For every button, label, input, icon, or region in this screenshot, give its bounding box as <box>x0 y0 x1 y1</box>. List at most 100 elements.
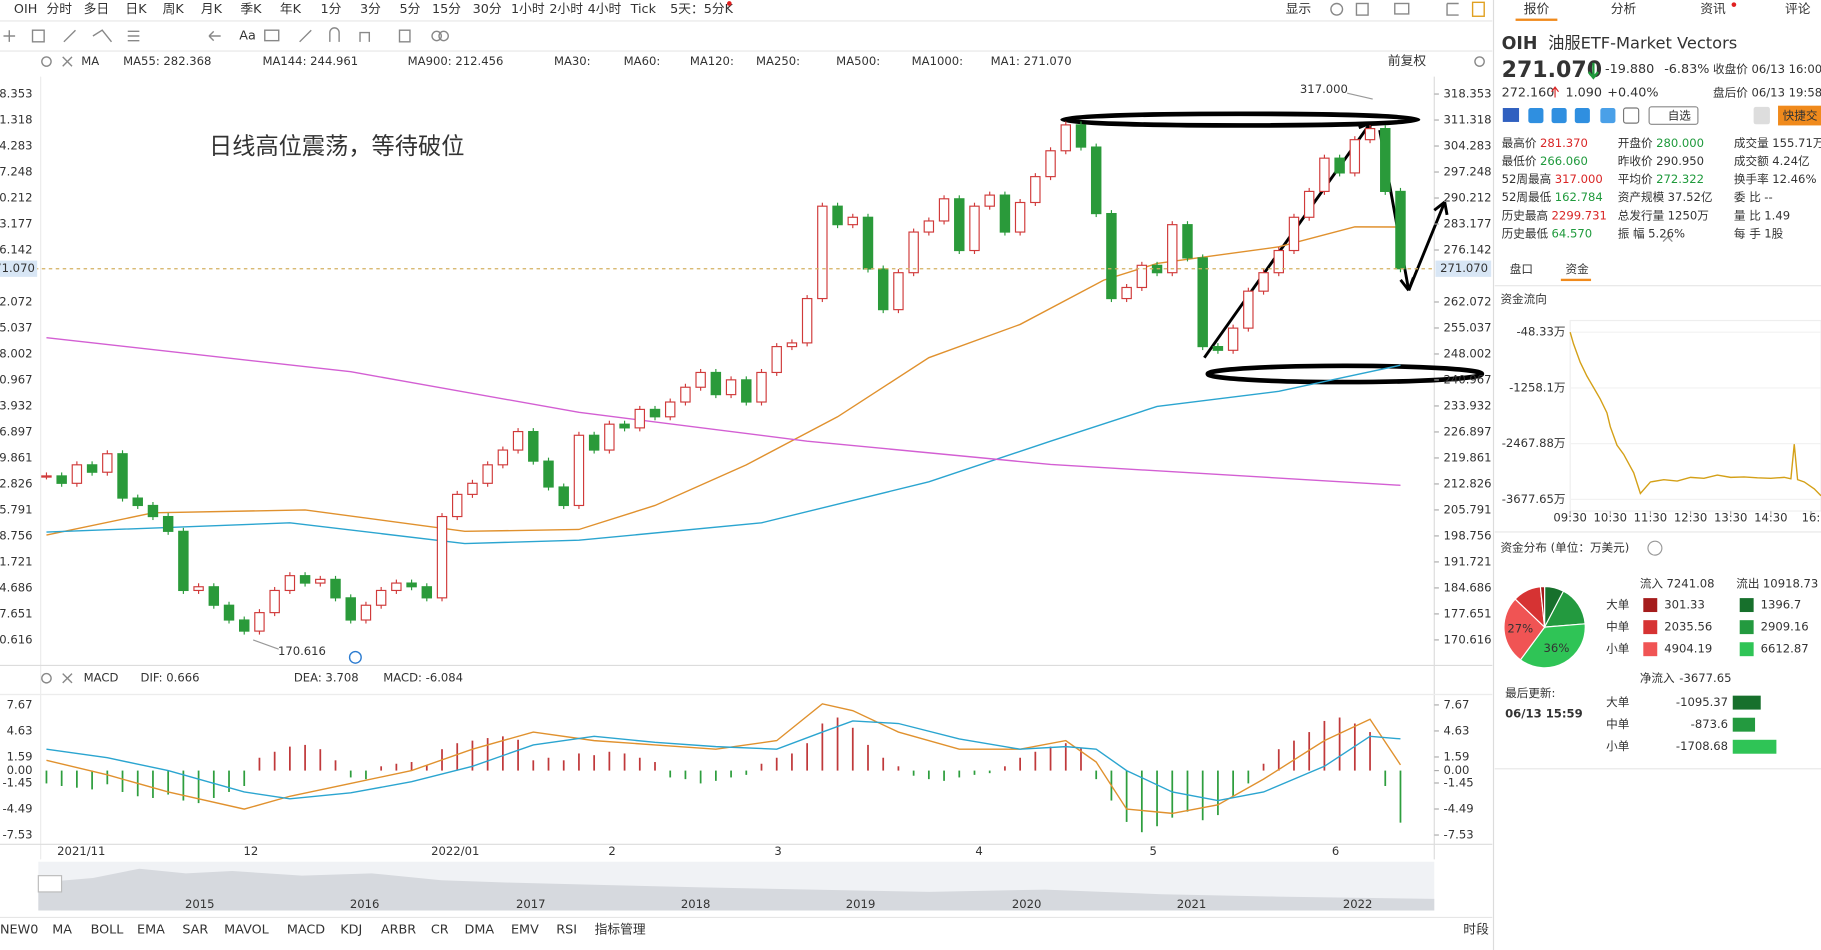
ma-legend-item[interactable]: MA250: <box>756 54 800 68</box>
candle <box>1045 150 1056 178</box>
note-tool[interactable] <box>264 29 280 42</box>
period-tab[interactable]: 月K <box>201 2 223 17</box>
period-tab[interactable]: 分时 <box>46 2 72 17</box>
ma-legend-item[interactable]: MA1000: <box>912 54 963 68</box>
icon[interactable] <box>1528 108 1544 124</box>
net-row-value: -1708.68 <box>1676 739 1728 753</box>
settings-icon[interactable] <box>41 56 52 67</box>
period-tab[interactable]: 2小时 <box>549 2 583 17</box>
collapse-icon[interactable] <box>1662 236 1673 242</box>
misc-tools[interactable] <box>299 27 371 43</box>
indicator-tab[interactable]: BOLL <box>91 923 125 938</box>
period-tab[interactable]: 3分 <box>360 2 381 17</box>
settings-icon[interactable] <box>1330 2 1344 16</box>
text-tool[interactable]: Aa <box>239 29 256 44</box>
macd-legend-item[interactable]: DIF: 0.666 <box>141 671 200 685</box>
arrow-tool[interactable] <box>208 30 221 42</box>
period-tab[interactable]: 5天：5分K <box>670 2 734 17</box>
trade-button[interactable] <box>1778 105 1821 126</box>
period-tab[interactable]: 季K <box>240 2 262 17</box>
indicator-tab[interactable]: DMA <box>465 923 495 938</box>
panel-tab[interactable]: 分析 <box>1611 2 1637 17</box>
sub-tab[interactable]: 盘口 <box>1510 262 1533 276</box>
candle <box>41 475 52 478</box>
help-icon[interactable] <box>1647 540 1663 556</box>
indicator-tab[interactable]: EMA <box>137 923 165 938</box>
ma-legend-item[interactable]: MA144: 244.961 <box>262 54 358 68</box>
macd-legend-item[interactable]: DEA: 3.708 <box>294 671 359 685</box>
ma-legend-item[interactable]: MA1: 271.070 <box>991 54 1072 68</box>
indicator-tab[interactable]: EMV <box>511 923 539 938</box>
indicator-tab[interactable]: CR <box>431 923 449 938</box>
period-tab[interactable]: 15分 <box>432 2 461 17</box>
macd-legend-item[interactable]: MACD: -6.084 <box>383 671 463 685</box>
period-tab[interactable]: 周K <box>163 2 185 17</box>
panel-tab[interactable]: 资讯 <box>1700 2 1726 17</box>
period-tab[interactable]: 30分 <box>473 2 502 17</box>
trade-label[interactable]: 快捷交 <box>1783 109 1818 123</box>
ma-legend-item[interactable]: MA500: <box>836 54 880 68</box>
rect-tool[interactable] <box>31 29 45 43</box>
candle <box>634 408 646 429</box>
fund-out: 1396.7 <box>1761 598 1802 612</box>
candle <box>162 515 174 532</box>
period-tab[interactable]: 4小时 <box>588 2 622 17</box>
checkbox[interactable] <box>1355 2 1369 16</box>
delete-tool[interactable] <box>398 29 411 43</box>
ma-legend-item[interactable]: MA60: <box>624 54 661 68</box>
event-icon[interactable] <box>348 650 362 664</box>
panel-tab[interactable]: 报价 <box>1524 2 1550 17</box>
panel-tab[interactable]: 评论 <box>1785 2 1811 17</box>
bell-icon[interactable] <box>1753 106 1770 125</box>
icon[interactable] <box>1551 108 1567 124</box>
y-tick-label: -3677.65万 <box>1502 492 1566 506</box>
wave-tool[interactable] <box>92 29 113 43</box>
close-icon[interactable] <box>62 56 73 684</box>
icon[interactable] <box>1600 108 1616 124</box>
candle <box>1121 286 1132 300</box>
line-tool[interactable] <box>63 29 76 43</box>
ma-legend-item[interactable]: MA55: 282.368 <box>123 54 211 68</box>
ma-legend-item[interactable]: MA900: 212.456 <box>408 54 504 68</box>
cross-tool[interactable] <box>3 30 16 42</box>
indicator-tab[interactable]: MAVOL <box>224 923 269 938</box>
period-tab[interactable]: 1小时 <box>511 2 545 17</box>
settings-icon[interactable] <box>41 672 52 684</box>
bookmark-icon[interactable] <box>1471 1 1485 17</box>
watch-button[interactable] <box>1648 106 1699 125</box>
period-tab[interactable]: 5分 <box>400 2 421 17</box>
indicator-tab[interactable]: MACD <box>287 923 325 938</box>
period-tab[interactable]: 日K <box>125 2 147 17</box>
session-button[interactable]: 时段 <box>1463 923 1489 938</box>
period-tab[interactable]: 多日 <box>84 2 110 17</box>
fib-tool[interactable] <box>127 30 140 42</box>
ma-legend-item[interactable]: MA30: <box>554 54 591 68</box>
period-tab[interactable]: Tick <box>630 2 657 17</box>
period-tab[interactable]: 1分 <box>321 2 342 17</box>
drawing-tools[interactable] <box>3 1 1485 684</box>
navigator-handle[interactable] <box>37 875 63 893</box>
icon[interactable] <box>1574 108 1590 124</box>
y-tick-label: 233.932 <box>0 398 33 412</box>
fullscreen-icon[interactable] <box>1446 2 1459 16</box>
indicator-tab[interactable]: KDJ <box>340 923 362 938</box>
watch-label[interactable]: 自选 <box>1668 109 1692 123</box>
indicator-tab[interactable]: MA <box>52 923 72 938</box>
sub-tab[interactable]: 资金 <box>1566 262 1590 276</box>
indicator-tab[interactable]: ARBR <box>381 923 416 938</box>
indicator-tab[interactable]: 指标管理 <box>595 923 646 938</box>
indicator-tab[interactable]: SAR <box>182 923 208 938</box>
panel-icons[interactable] <box>1502 105 1821 556</box>
adjust-mode[interactable]: 前复权 <box>1388 53 1427 69</box>
indicator-tab[interactable]: NEW0 <box>0 923 38 938</box>
display-menu[interactable]: 显示 <box>1286 2 1312 17</box>
indicator-tab[interactable]: RSI <box>556 923 577 938</box>
ma-legend-item[interactable]: MA120: <box>690 54 734 68</box>
x-tick-label: 09:30 <box>1553 510 1586 524</box>
period-tab[interactable]: 年K <box>280 2 302 17</box>
symbol[interactable]: OIH <box>14 2 37 17</box>
flag-icon[interactable] <box>1502 108 1520 122</box>
icon[interactable] <box>1622 107 1640 124</box>
camera-icon[interactable] <box>1394 2 1410 15</box>
zoom-icon[interactable] <box>1474 56 1485 67</box>
